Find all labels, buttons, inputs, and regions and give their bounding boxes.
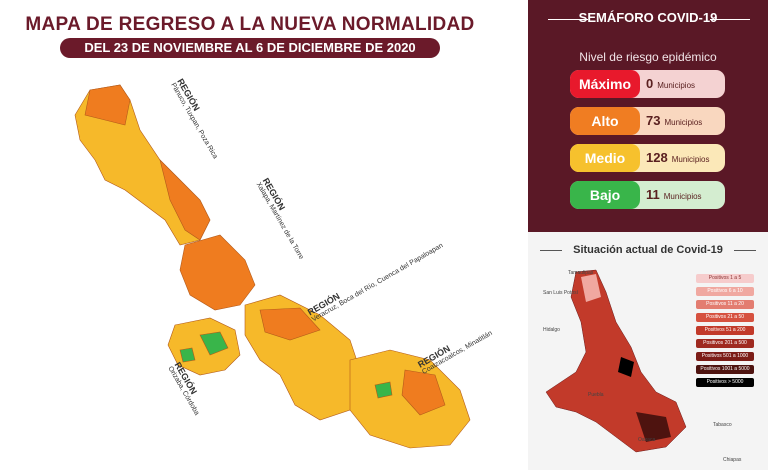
legend-item: Positivos 1 a 5 bbox=[696, 274, 754, 283]
covid-cases-map bbox=[545, 269, 687, 453]
level-name: Alto bbox=[570, 107, 640, 135]
level-name: Medio bbox=[570, 144, 640, 172]
semaforo-panel: SEMÁFORO COVID-19 Nivel de riesgo epidém… bbox=[528, 0, 768, 232]
semaforo-subtitle: Nivel de riesgo epidémico bbox=[579, 50, 717, 64]
date-range-banner: DEL 23 DE NOVIEMBRE AL 6 DE DICIEMBRE DE… bbox=[60, 38, 440, 58]
city-label: San Luis Potosí bbox=[543, 290, 579, 296]
region-north-orange bbox=[84, 84, 131, 126]
semaforo-divider-left bbox=[548, 19, 588, 20]
city-label: Tabasco bbox=[713, 422, 732, 428]
level-name: Bajo bbox=[570, 181, 640, 209]
situacion-title: Situación actual de Covid-19 bbox=[573, 244, 723, 256]
level-medio: Medio 128 Municipios bbox=[570, 144, 725, 172]
city-label: Tamaulipas bbox=[568, 270, 594, 276]
region-orizaba-green2 bbox=[179, 347, 196, 363]
situacion-divider-left bbox=[540, 250, 562, 251]
page-title: MAPA DE REGRESO A LA NUEVA NORMALIDAD bbox=[25, 14, 475, 35]
level-bajo: Bajo 11 Municipios bbox=[570, 181, 725, 209]
legend-item: Positivos 11 a 20 bbox=[696, 300, 754, 309]
dark-area2 bbox=[618, 357, 634, 377]
level-maximo: Máximo 0 Municipios bbox=[570, 70, 725, 98]
legend-item: Positivos 6 a 10 bbox=[696, 287, 754, 296]
legend-item: Positivos 21 a 50 bbox=[696, 313, 754, 322]
main-map-panel: MAPA DE REGRESO A LA NUEVA NORMALIDAD DE… bbox=[25, 14, 494, 449]
legend-item: Positivos 501 a 1000 bbox=[696, 352, 754, 361]
region-xalapa-shape bbox=[179, 234, 256, 311]
region-coatza-green bbox=[374, 381, 393, 399]
dark-area bbox=[636, 412, 671, 442]
situacion-panel: Situación actual de Covid-19 Tamaulipas … bbox=[528, 232, 768, 470]
city-label: Puebla bbox=[588, 392, 604, 398]
region-veracruz-orange bbox=[259, 307, 321, 341]
legend-item: Positivos 1001 a 5000 bbox=[696, 365, 754, 374]
state-outline bbox=[545, 269, 687, 453]
situacion-divider-right bbox=[734, 250, 756, 251]
level-name: Máximo bbox=[570, 70, 640, 98]
region-north-orange2 bbox=[159, 159, 211, 241]
level-count: 11 Municipios bbox=[646, 187, 702, 202]
legend-item: Positivos 51 a 200 bbox=[696, 326, 754, 335]
level-alto: Alto 73 Municipios bbox=[570, 107, 725, 135]
level-count: 128 Municipios bbox=[646, 150, 710, 165]
light-area bbox=[581, 274, 601, 302]
level-count: 0 Municipios bbox=[646, 76, 696, 91]
region-coatza-orange bbox=[401, 369, 446, 416]
city-label: Oaxaca bbox=[638, 437, 656, 443]
legend-item: Positivos > 5000 bbox=[696, 378, 754, 387]
semaforo-divider-right bbox=[710, 19, 750, 20]
city-label: Hidalgo bbox=[543, 327, 560, 333]
region-orizaba-green bbox=[199, 331, 229, 356]
veracruz-region-map bbox=[74, 84, 471, 449]
city-label: Chiapas bbox=[723, 457, 742, 463]
date-range-text: DEL 23 DE NOVIEMBRE AL 6 DE DICIEMBRE DE… bbox=[84, 40, 416, 55]
side-panel: SEMÁFORO COVID-19 Nivel de riesgo epidém… bbox=[528, 0, 768, 470]
level-count: 73 Municipios bbox=[646, 113, 703, 128]
legend-item: Positivos 201 a 500 bbox=[696, 339, 754, 348]
semaforo-title: SEMÁFORO COVID-19 bbox=[578, 10, 718, 25]
